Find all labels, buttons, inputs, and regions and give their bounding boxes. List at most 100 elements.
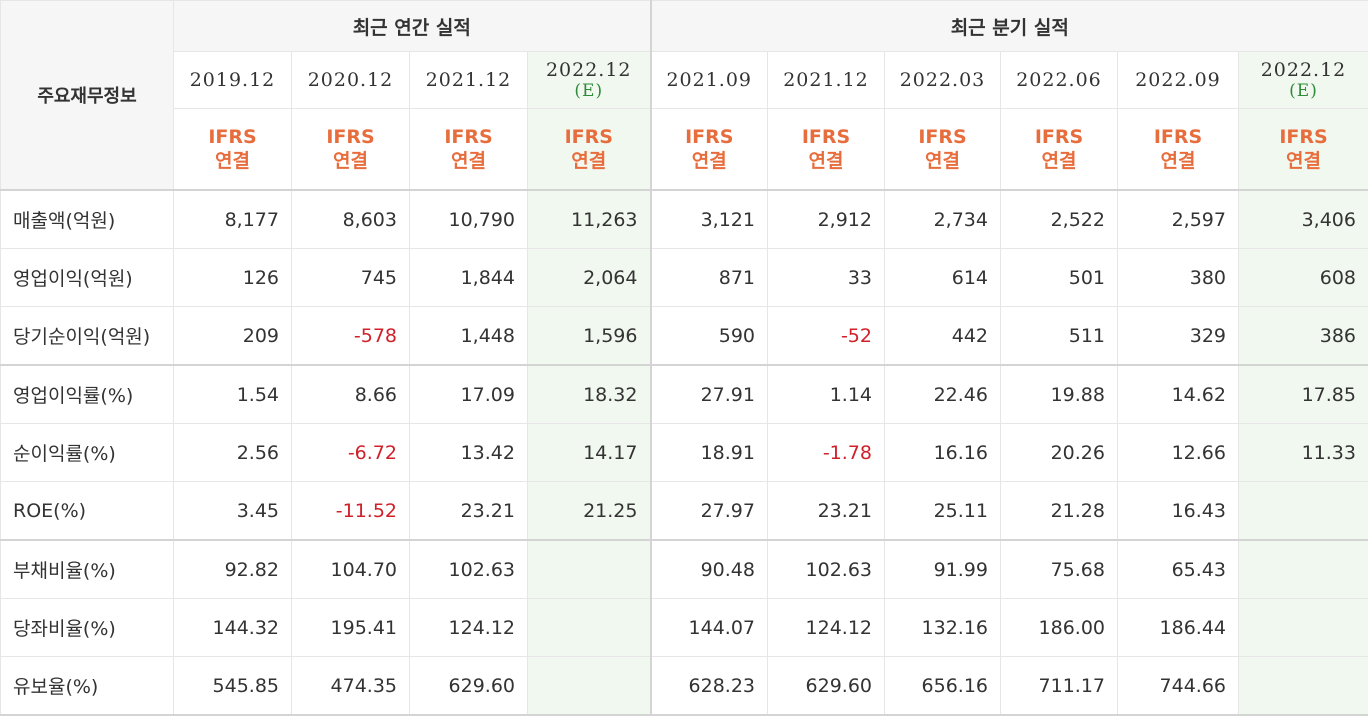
ifrs-text: IFRS bbox=[528, 125, 650, 149]
period-year: 2021.09 bbox=[652, 69, 768, 91]
value-cell: 614 bbox=[885, 249, 1001, 307]
value-cell: -52 bbox=[768, 307, 885, 366]
value-cell: 17.85 bbox=[1239, 365, 1368, 424]
estimate-marker: (E) bbox=[528, 81, 650, 101]
value-cell: 126 bbox=[174, 249, 292, 307]
value-cell: 8,603 bbox=[292, 190, 410, 249]
value-cell: 8,177 bbox=[174, 190, 292, 249]
value-cell: 501 bbox=[1001, 249, 1118, 307]
row-label: 영업이익(억원) bbox=[1, 249, 174, 307]
row-label: 영업이익률(%) bbox=[1, 365, 174, 424]
ifrs-text: IFRS bbox=[174, 125, 291, 149]
value-cell: -578 bbox=[292, 307, 410, 366]
value-cell: 75.68 bbox=[1001, 540, 1118, 599]
consolidated-text: 연결 bbox=[528, 149, 650, 173]
consolidated-text: 연결 bbox=[885, 149, 1000, 173]
period-year: 2022.06 bbox=[1001, 69, 1117, 91]
value-cell: -1.78 bbox=[768, 424, 885, 482]
value-cell: 186.44 bbox=[1118, 599, 1239, 657]
row-label: 당기순이익(억원) bbox=[1, 307, 174, 366]
value-cell: 102.63 bbox=[410, 540, 528, 599]
consolidated-text: 연결 bbox=[292, 149, 409, 173]
corner-label: 주요재무정보 bbox=[1, 1, 174, 191]
value-cell bbox=[1239, 482, 1368, 541]
value-cell: 745 bbox=[292, 249, 410, 307]
ifrs-text: IFRS bbox=[768, 125, 884, 149]
period-year: 2022.12 bbox=[1239, 59, 1368, 81]
period-header: 2022.12(E) bbox=[1239, 52, 1368, 109]
period-year: 2022.12 bbox=[528, 59, 650, 81]
value-cell: 1,844 bbox=[410, 249, 528, 307]
value-cell: 2,734 bbox=[885, 190, 1001, 249]
value-cell bbox=[1239, 540, 1368, 599]
period-year: 2019.12 bbox=[174, 69, 291, 91]
estimate-marker: (E) bbox=[1239, 81, 1368, 101]
value-cell: 209 bbox=[174, 307, 292, 366]
value-cell: 27.91 bbox=[651, 365, 768, 424]
value-cell: 91.99 bbox=[885, 540, 1001, 599]
value-cell: 11.33 bbox=[1239, 424, 1368, 482]
value-cell: 124.12 bbox=[410, 599, 528, 657]
ifrs-text: IFRS bbox=[410, 125, 527, 149]
value-cell: 12.66 bbox=[1118, 424, 1239, 482]
row-label: ROE(%) bbox=[1, 482, 174, 541]
value-cell: 442 bbox=[885, 307, 1001, 366]
value-cell: 18.91 bbox=[651, 424, 768, 482]
ifrs-text: IFRS bbox=[1001, 125, 1117, 149]
value-cell bbox=[528, 540, 651, 599]
period-year: 2021.12 bbox=[410, 69, 527, 91]
value-cell: 545.85 bbox=[174, 657, 292, 716]
period-header: 2022.06 bbox=[1001, 52, 1118, 109]
value-cell: 629.60 bbox=[768, 657, 885, 716]
value-cell: 2,597 bbox=[1118, 190, 1239, 249]
consolidated-text: 연결 bbox=[1118, 149, 1238, 173]
value-cell: 144.07 bbox=[651, 599, 768, 657]
consolidated-text: 연결 bbox=[652, 149, 768, 173]
value-cell: 628.23 bbox=[651, 657, 768, 716]
value-cell: 195.41 bbox=[292, 599, 410, 657]
value-cell: 92.82 bbox=[174, 540, 292, 599]
value-cell: 25.11 bbox=[885, 482, 1001, 541]
ifrs-text: IFRS bbox=[652, 125, 768, 149]
value-cell: 711.17 bbox=[1001, 657, 1118, 716]
period-header: 2021.12 bbox=[768, 52, 885, 109]
value-cell: 186.00 bbox=[1001, 599, 1118, 657]
value-cell: 20.26 bbox=[1001, 424, 1118, 482]
period-header: 2020.12 bbox=[292, 52, 410, 109]
value-cell: 124.12 bbox=[768, 599, 885, 657]
value-cell: 2,912 bbox=[768, 190, 885, 249]
ifrs-text: IFRS bbox=[1239, 125, 1368, 149]
value-cell: 629.60 bbox=[410, 657, 528, 716]
value-cell: 104.70 bbox=[292, 540, 410, 599]
period-header: 2021.09 bbox=[651, 52, 768, 109]
value-cell: 474.35 bbox=[292, 657, 410, 716]
value-cell: 18.32 bbox=[528, 365, 651, 424]
value-cell: 65.43 bbox=[1118, 540, 1239, 599]
value-cell bbox=[1239, 657, 1368, 716]
value-cell bbox=[528, 599, 651, 657]
value-cell: -11.52 bbox=[292, 482, 410, 541]
value-cell: 3,121 bbox=[651, 190, 768, 249]
value-cell: 8.66 bbox=[292, 365, 410, 424]
value-cell: 19.88 bbox=[1001, 365, 1118, 424]
value-cell: 3.45 bbox=[174, 482, 292, 541]
value-cell: 144.32 bbox=[174, 599, 292, 657]
period-header: 2022.12(E) bbox=[528, 52, 651, 109]
row-label: 부채비율(%) bbox=[1, 540, 174, 599]
value-cell: 22.46 bbox=[885, 365, 1001, 424]
row-label: 당좌비율(%) bbox=[1, 599, 174, 657]
value-cell: 11,263 bbox=[528, 190, 651, 249]
